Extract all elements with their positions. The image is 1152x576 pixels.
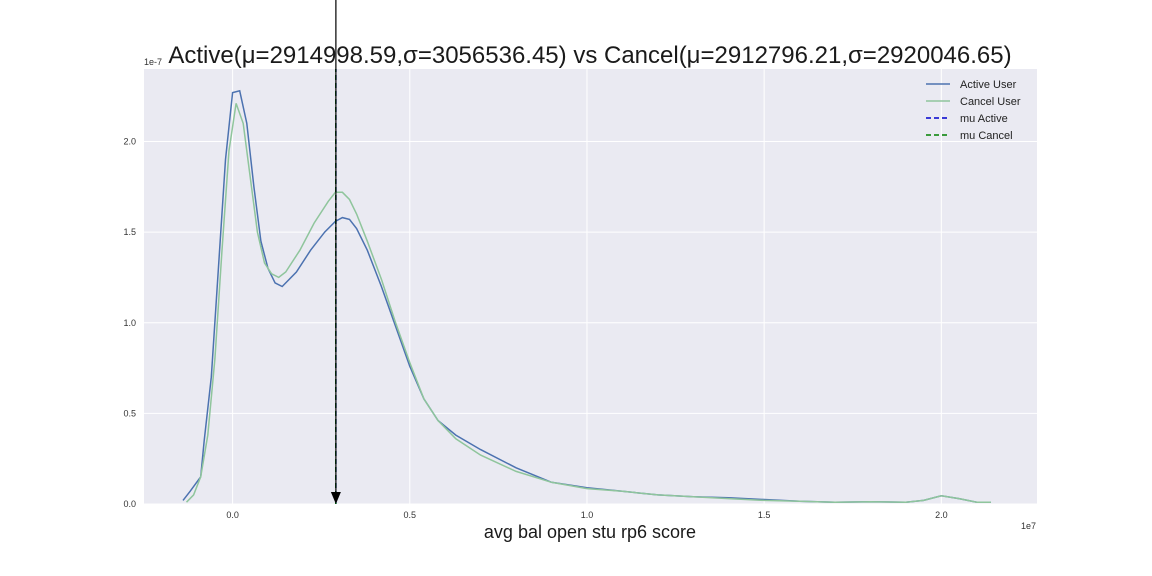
x-tick-label: 0.0 <box>226 510 239 520</box>
x-tick-label: 1.5 <box>758 510 771 520</box>
x-tick-label: 2.0 <box>935 510 948 520</box>
legend: Active User Cancel User mu Active mu Cancel <box>926 79 1021 142</box>
plot-background <box>144 69 1037 504</box>
y-offset-label: 1e-7 <box>144 57 162 67</box>
legend-label: mu Active <box>960 113 1008 125</box>
y-tick-label: 2.0 <box>123 137 136 147</box>
x-tick-label: 1.0 <box>581 510 594 520</box>
x-offset-label: 1e7 <box>1021 521 1036 531</box>
x-tick-label: 0.5 <box>404 510 417 520</box>
x-axis-label: avg bal open stu rp6 score <box>484 522 696 542</box>
y-tick-label: 0.5 <box>123 408 136 418</box>
legend-label: Cancel User <box>960 96 1021 108</box>
tick-labels: 0.0 0.5 1.0 1.5 2.0 0.0 0.5 1.0 1.5 2.0 <box>123 137 947 521</box>
chart-title: Active(μ=2914998.59,σ=3056536.45) vs Can… <box>168 42 1011 69</box>
series-line-cancel-user <box>185 103 991 503</box>
legend-label: mu Cancel <box>960 130 1013 142</box>
annotations <box>330 0 341 504</box>
arrow-head <box>330 492 341 504</box>
y-tick-label: 1.0 <box>123 318 136 328</box>
y-tick-label: 1.5 <box>123 227 136 237</box>
legend-label: Active User <box>960 79 1017 91</box>
grid-lines <box>144 69 1037 505</box>
y-tick-label: 0.0 <box>123 499 136 509</box>
